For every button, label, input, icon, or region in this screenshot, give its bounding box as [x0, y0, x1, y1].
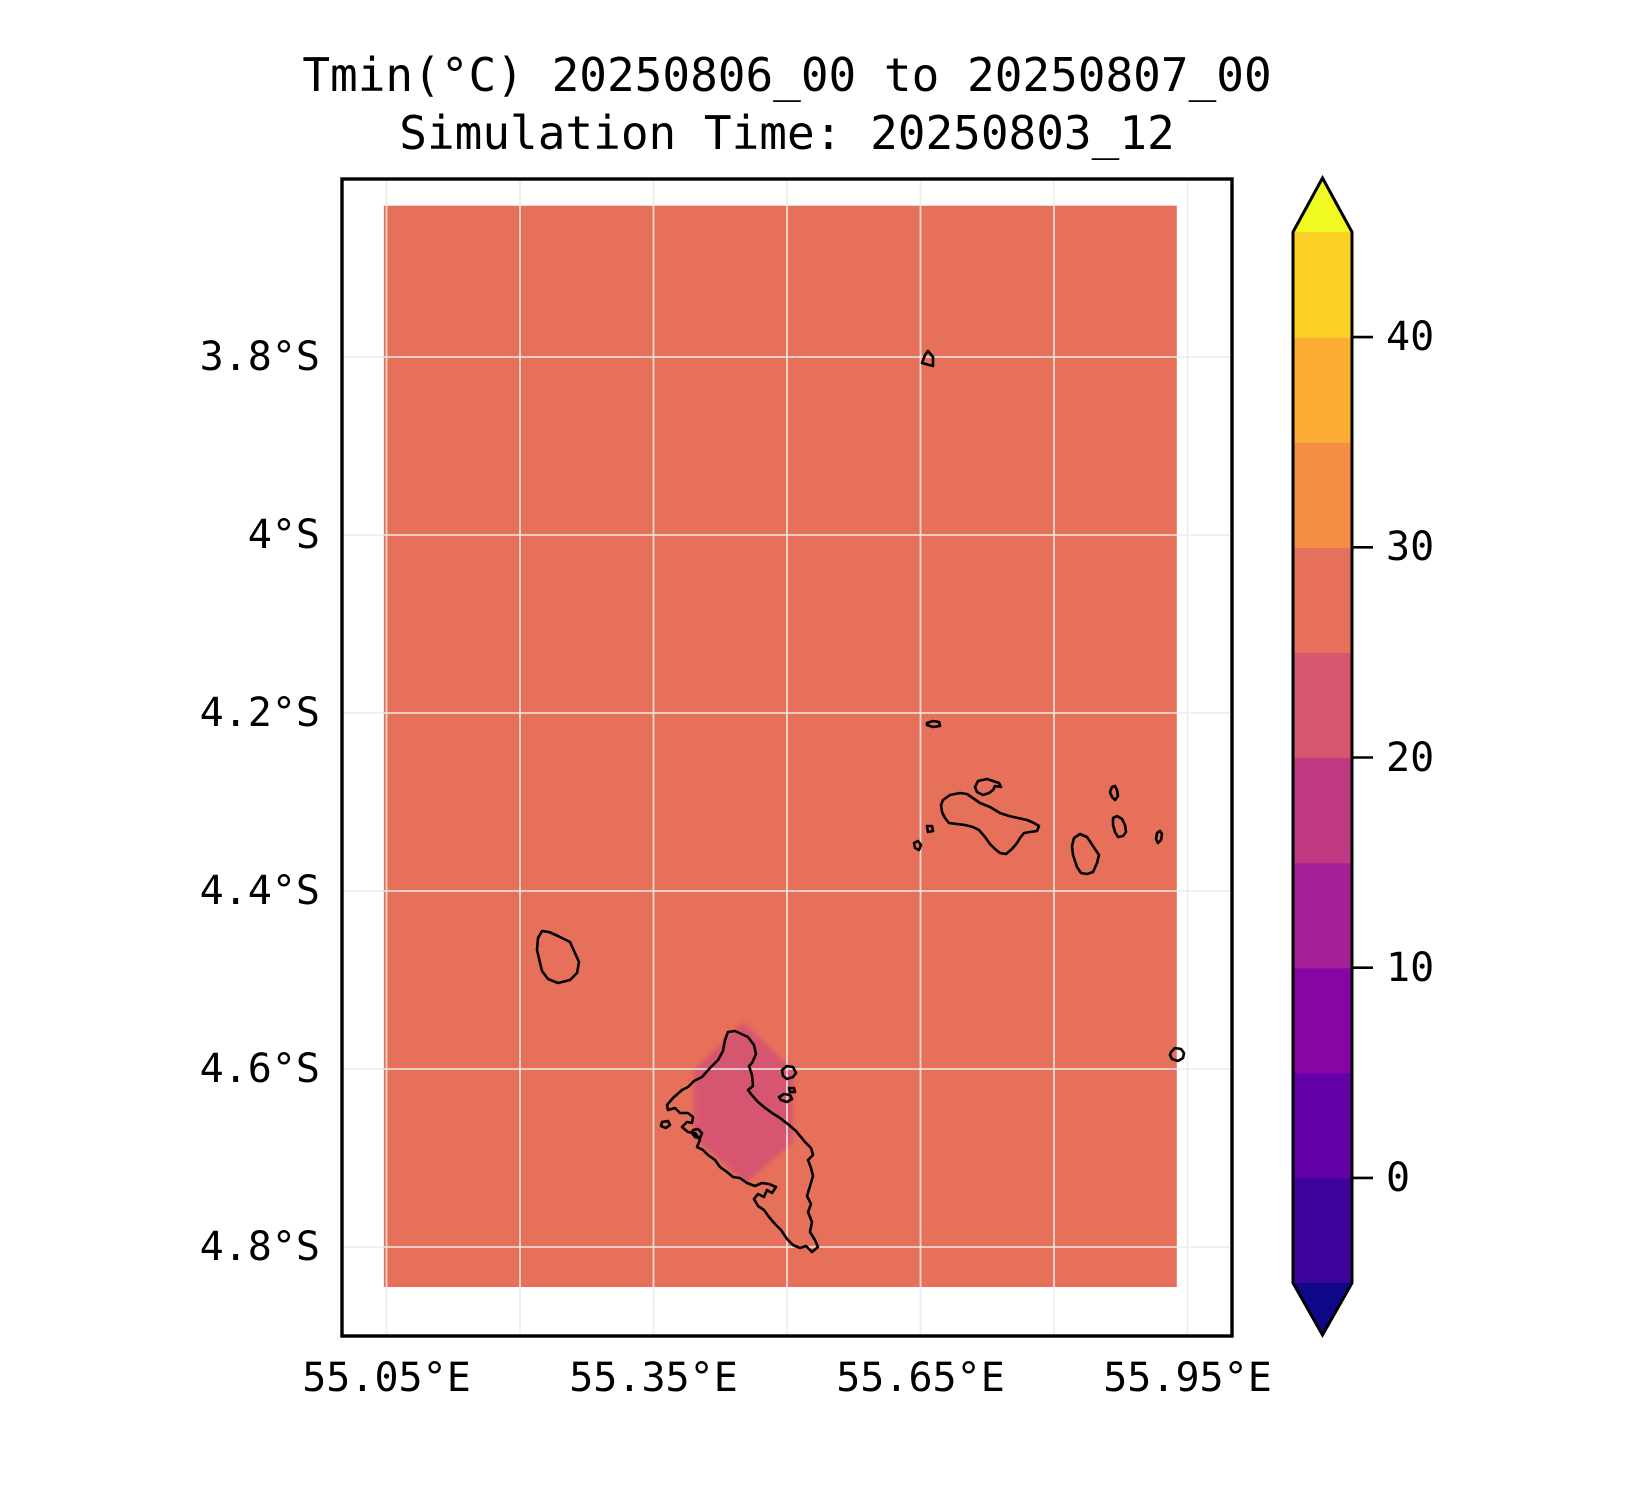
- colorbar-segment: [1293, 337, 1352, 443]
- island-outline-moyenne: [787, 1086, 797, 1094]
- x-tick-label: 55.05°E: [302, 1355, 471, 1401]
- island-outline-soeurs: [1111, 814, 1128, 839]
- colorbar-segment: [1293, 862, 1352, 969]
- colorbar-tick-label: 0: [1386, 1154, 1411, 1201]
- island-outline-praslin: [939, 791, 1041, 856]
- colorbar-tick-label: 20: [1386, 734, 1435, 781]
- y-tick-label: 4.6°S: [199, 1046, 320, 1092]
- colorbar-segment: [1293, 1072, 1352, 1179]
- y-tick-label: 4.8°S: [199, 1224, 320, 1270]
- y-tick-label: 4.2°S: [199, 690, 320, 736]
- island-outline-silhouette: [535, 929, 581, 985]
- island-outline-felicite: [1108, 784, 1120, 802]
- island-outline-aride: [925, 719, 942, 729]
- island-outline-therese: [659, 1119, 672, 1130]
- map-frame: [340, 177, 1234, 1338]
- plot-area: [342, 179, 1232, 1336]
- island-outline-cerf: [777, 1092, 794, 1104]
- x-tick-label: 55.95°E: [1103, 1355, 1272, 1401]
- island-outline-fregate: [1168, 1046, 1186, 1063]
- colorbar-outline: [1291, 174, 1354, 1339]
- y-tick-label: 4.4°S: [199, 868, 320, 914]
- colorbar-segment: [1293, 1177, 1352, 1284]
- y-tick-label: 4°S: [247, 512, 320, 558]
- island-outline-marianne: [1154, 829, 1164, 845]
- colorbar-segment: [1293, 232, 1352, 338]
- island-outline-north-islet: [920, 349, 935, 368]
- island-outline-conception: [690, 1127, 704, 1140]
- plot-title-line1: Tmin(°C) 20250806_00 to 20250807_00: [302, 48, 1272, 102]
- colorbar-under-arrow: [1293, 1283, 1352, 1335]
- island-outline-cousin: [925, 824, 935, 834]
- anomaly-region: [694, 1022, 793, 1183]
- y-tick-label: 3.8°S: [199, 334, 320, 380]
- island-outline-curieuse: [973, 777, 1003, 797]
- colorbar-tick-label: 10: [1386, 944, 1435, 991]
- colorbar-segment: [1293, 442, 1352, 548]
- colorbar-segment: [1293, 967, 1352, 1074]
- plot-title-line2: Simulation Time: 20250803_12: [399, 106, 1175, 160]
- colorbar-tick-label: 30: [1386, 524, 1435, 571]
- colorbar: [1291, 174, 1373, 1339]
- x-tick-label: 55.65°E: [836, 1355, 1005, 1401]
- colorbar-segment: [1293, 652, 1352, 759]
- island-outline-la-digue: [1070, 832, 1101, 876]
- island-outline-cousine: [912, 839, 923, 852]
- colorbar-tick-label: 40: [1386, 314, 1435, 361]
- island-outline-mahe: [665, 1029, 820, 1254]
- x-tick-label: 55.35°E: [569, 1355, 738, 1401]
- colorbar-segment: [1293, 547, 1352, 653]
- colorbar-over-arrow: [1293, 178, 1352, 232]
- colorbar-segment: [1293, 757, 1352, 864]
- island-outline-ste-anne: [780, 1064, 798, 1081]
